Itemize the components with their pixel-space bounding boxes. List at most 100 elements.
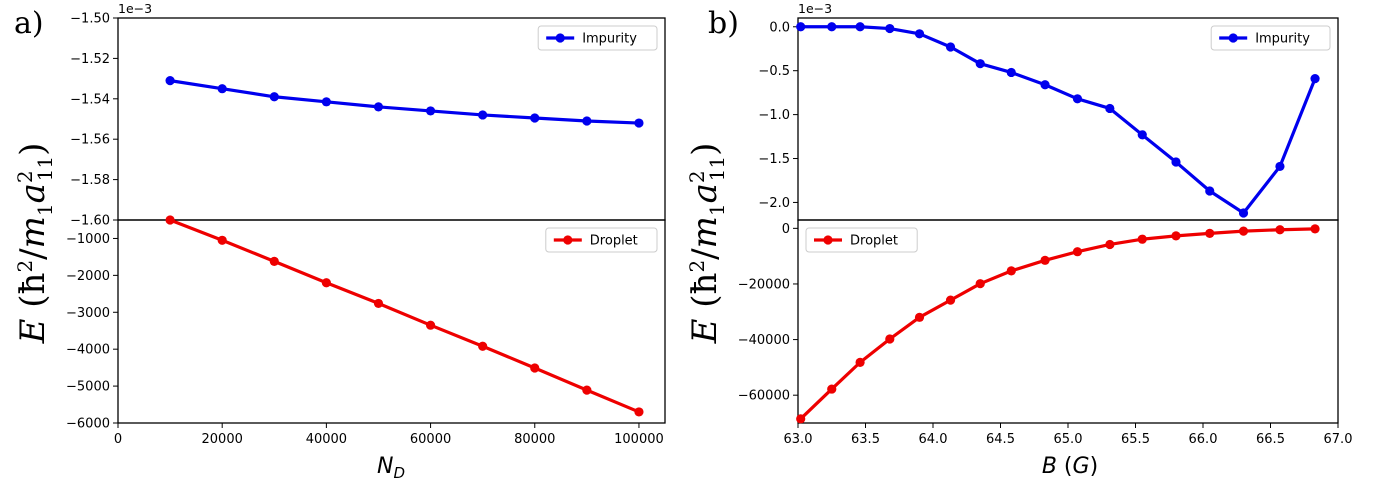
panel-a-label: a) xyxy=(14,6,44,41)
panel-b-bottom-data-point xyxy=(1137,234,1147,244)
panel-a-bottom-data-point xyxy=(582,385,592,395)
panel-a-bottom-ytick-label: −5000 xyxy=(66,380,110,395)
panel-a-top-data-point xyxy=(425,106,436,116)
panel-a-bottom-ytick-label: −1000 xyxy=(66,232,110,247)
panel-b-bottom-data-point xyxy=(1205,228,1215,238)
panel-a-bottom-ytick-label: −2000 xyxy=(66,269,110,284)
panel-b-bottom-xtick-label: 64.0 xyxy=(919,432,948,447)
panel-a-top-data-point xyxy=(582,116,592,126)
panel-b-top-data-point xyxy=(885,23,895,34)
panel-a-bottom-data-point xyxy=(425,320,436,330)
panel-b-bottom-legend-label: Droplet xyxy=(850,234,898,249)
panel-a-top-legend-box xyxy=(537,25,658,51)
panel-b-top-data-point xyxy=(1006,67,1016,78)
panel-b-top-ytick-label: −0.5 xyxy=(758,64,790,79)
panel-b-bottom-data-point xyxy=(855,357,865,367)
panel-b-top-data-point xyxy=(1105,103,1115,114)
panel-b-label: b) xyxy=(708,6,739,41)
panel-b-ylabel: E (ħ2/m1a211) xyxy=(685,143,729,345)
panel-a: a) E (ħ2/m1a211) −1.60−1.58−1.56−1.54−1.… xyxy=(13,1,666,482)
panel-a-ylabel: E (ħ2/m1a211) xyxy=(13,143,57,345)
panel-a-top-data-point xyxy=(165,76,175,86)
panel-b-bottom-ytick-label: −20000 xyxy=(738,277,790,292)
panel-b-top-offset-label: 1e−3 xyxy=(798,1,832,16)
panel-b-bottom-data-point xyxy=(1171,231,1181,241)
panel-a-bottom-data-point xyxy=(373,298,384,309)
panel-a-top-axes: −1.60 −1.58 −1.56 −1.54 −1.52 −1.50 1e−3 Impuri… xyxy=(70,1,666,229)
panel-b-xlabel: B (G) xyxy=(1042,454,1098,479)
panel-b-top-ytick-label: −1.5 xyxy=(758,152,790,167)
panel-b-bottom-data-point xyxy=(914,312,925,322)
panel-a-top-ytick-label: −1.58 xyxy=(70,173,110,188)
panel-b-top-data-point xyxy=(827,22,837,32)
panel-b-top-ytick-label: −2.0 xyxy=(758,196,790,211)
panel-a-bottom-ytick-label: −6000 xyxy=(66,417,110,432)
panel-a-bottom-legend-box xyxy=(545,227,658,253)
panel-a-top-legend-marker xyxy=(555,33,565,43)
panel-b-bottom-xtick-label: 66.0 xyxy=(1189,432,1218,447)
panel-b-top-data-point xyxy=(945,42,956,52)
panel-b-bottom-data-point xyxy=(975,279,985,289)
panel-a-bottom-frame xyxy=(117,219,666,424)
panel-b-bottom-data-point xyxy=(1006,266,1016,276)
panel-b-bottom-xtick-label: 64.5 xyxy=(986,432,1015,447)
panel-b-bottom-xtick-label: 66.5 xyxy=(1256,432,1285,447)
panel-a-bottom-data-point xyxy=(321,278,331,288)
panel-b-top-legend-marker xyxy=(1228,33,1238,43)
panel-b-top-axes: −2.0 −1.5 −1.0 −0.5 0.0 1e−3 Impurity xyxy=(758,1,1339,221)
panel-a-bottom-data-point xyxy=(634,407,644,417)
panel-a-bottom-data-point xyxy=(165,215,175,225)
panel-b-bottom-data-point xyxy=(945,295,956,305)
panel-a-bottom-data-point xyxy=(269,256,279,266)
panel-b-bottom-ytick-label: 0 xyxy=(782,222,790,237)
panel-b-top-data-point xyxy=(855,22,865,32)
panel-b-top-legend-box xyxy=(1210,25,1331,51)
panel-b-bottom-series-line xyxy=(799,227,1316,420)
panel-b-top-data-point xyxy=(1275,161,1285,172)
panel-a-top-series-line xyxy=(169,79,640,125)
panel-b-top-ytick-label: 0.0 xyxy=(769,20,790,35)
panel-a-top-data-point xyxy=(373,102,384,112)
panel-a-xlabel: ND xyxy=(377,454,405,482)
panel-a-top-legend-label: Impurity xyxy=(582,32,637,47)
panel-b-bottom-data-point xyxy=(1105,239,1115,250)
panel-a-top-data-point xyxy=(269,92,279,102)
panel-a-top-ytick-label: −1.50 xyxy=(70,12,110,27)
panel-a-top-data-point xyxy=(321,97,331,107)
panel-b-bottom-legend-box xyxy=(805,227,918,253)
panel-b-top-data-point xyxy=(1072,94,1083,104)
panel-b-top-data-point xyxy=(1137,130,1147,140)
panel-a-top-ytick-label: −1.60 xyxy=(70,214,110,229)
panel-a-bottom-xtick-label: 100000 xyxy=(614,432,664,447)
panel-b-bottom-xtick-label: 63.0 xyxy=(784,432,813,447)
panel-b-bottom-ytick-label: −60000 xyxy=(738,389,790,404)
panel-b-bottom-xtick-label: 67.0 xyxy=(1324,432,1353,447)
panel-a-bottom-legend-marker xyxy=(563,235,573,245)
panel-a-bottom-xtick-label: 40000 xyxy=(306,432,347,447)
panel-a-bottom-axes: −6000 −5000 −4000 −3000 −2000 −1000 0 20000 4000… xyxy=(66,215,666,447)
panel-b-bottom-data-point xyxy=(885,334,895,344)
panel-b-top-data-point xyxy=(1310,74,1320,84)
panel-a-bottom-xtick-label: 60000 xyxy=(410,432,451,447)
panel-a-top-data-point xyxy=(634,118,644,128)
panel-a-top-offset-label: 1e−3 xyxy=(118,1,152,16)
panel-b-top-data-point xyxy=(975,59,985,69)
panel-b-bottom-xtick-label: 65.0 xyxy=(1054,432,1083,447)
panel-a-top-ytick-label: −1.56 xyxy=(70,133,110,148)
panel-b-bottom-data-point xyxy=(1238,226,1249,236)
panel-b-top-data-point xyxy=(1040,80,1050,90)
panel-a-bottom-xtick-label: 20000 xyxy=(202,432,243,447)
panel-b-bottom-data-point xyxy=(1040,255,1050,265)
panel-a-bottom-xtick-label: 80000 xyxy=(514,432,555,447)
panel-a-bottom-series-line xyxy=(169,218,640,414)
panel-b-bottom-data-point xyxy=(1310,224,1320,234)
panel-b-bottom-xtick-label: 65.5 xyxy=(1121,432,1150,447)
panel-b-bottom-xtick-label: 63.5 xyxy=(851,432,880,447)
panel-a-bottom-xtick-label: 0 xyxy=(114,432,122,447)
panel-b-top-ytick-label: −1.0 xyxy=(758,108,790,123)
panel-b-bottom-data-point xyxy=(827,384,837,394)
panel-b-bottom-data-point xyxy=(1072,247,1083,257)
panel-b-bottom-data-point xyxy=(1275,225,1285,235)
panel-b-top-data-point xyxy=(1205,186,1215,196)
panel-a-top-ytick-label: −1.52 xyxy=(70,52,110,67)
